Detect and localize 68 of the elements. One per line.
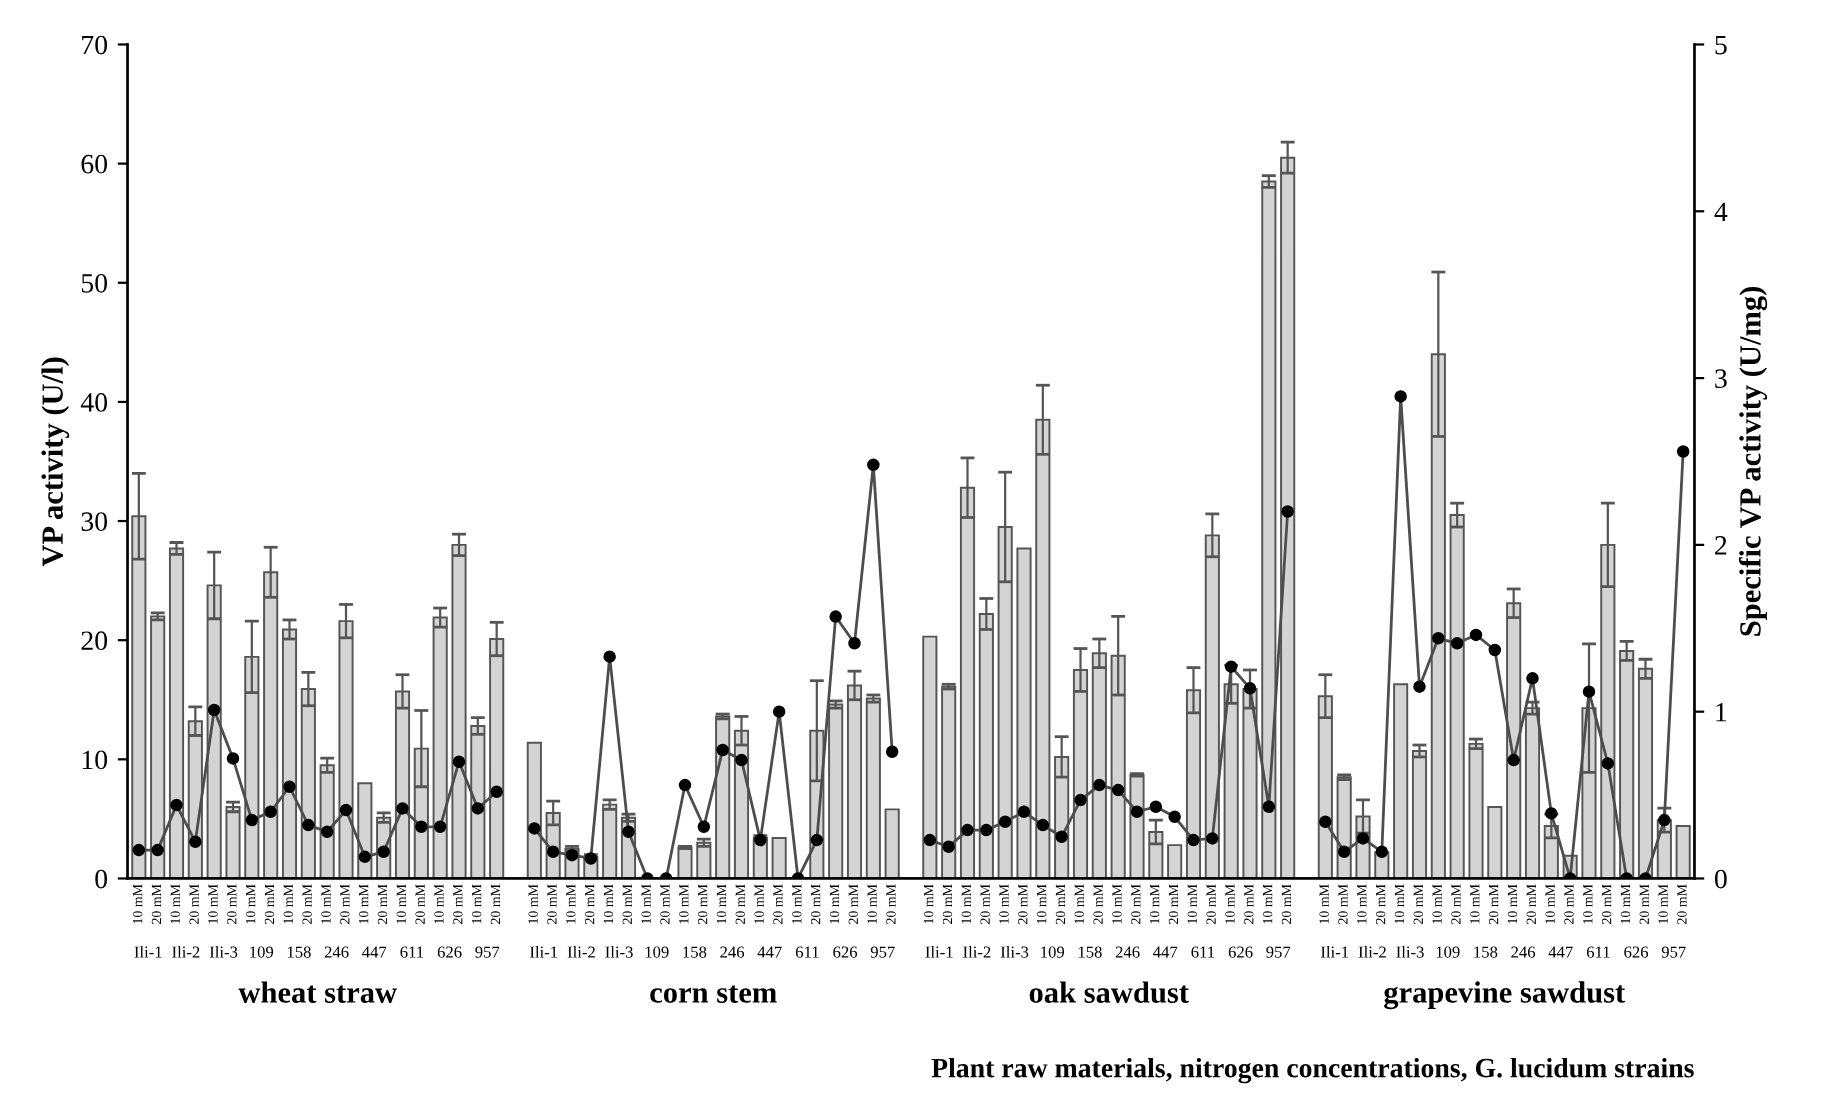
- text: Ili-3: [605, 945, 633, 958]
- text: 447: [362, 946, 387, 958]
- text: 109: [1041, 946, 1065, 958]
- text: 158: [1078, 946, 1102, 958]
- x-axis-title: Plant raw materials, nitrogen concentrations, G. lucidum strains: [931, 1057, 1694, 1084]
- text: 109: [250, 946, 274, 958]
- text: Ili-1: [530, 945, 558, 958]
- text: wheat straw: [238, 981, 397, 1003]
- text: corn stem: [650, 985, 777, 1003]
- text: 109: [1436, 946, 1460, 958]
- text: Ili-1: [134, 945, 162, 958]
- text: 109: [645, 946, 669, 958]
- y-axis-title: VP activity (U/l): [41, 357, 70, 567]
- text: 626: [833, 946, 858, 958]
- text: 957: [1661, 946, 1686, 958]
- y2-tick-label: 4: [1714, 202, 1728, 221]
- text: 246: [1511, 946, 1536, 958]
- y2-axis-title: Specific VP activity (U/mg): [1738, 287, 1768, 636]
- text: Ili-1: [1321, 945, 1349, 958]
- text: 957: [1266, 946, 1291, 958]
- text: 447: [1153, 946, 1178, 958]
- bar: [1411, 750, 1428, 879]
- text: Ili-1: [925, 945, 953, 958]
- bar: [602, 803, 618, 879]
- bar: [1167, 844, 1183, 879]
- text: 611: [1191, 946, 1215, 958]
- text: 626: [1624, 946, 1649, 958]
- bar: [771, 837, 787, 879]
- y2-tick-label: 1: [1716, 702, 1727, 722]
- bar: [865, 697, 881, 879]
- text: Ili-3: [1000, 945, 1029, 958]
- text: 158: [683, 946, 707, 958]
- text: 611: [400, 946, 424, 958]
- text: oak sawdust: [1029, 981, 1189, 1003]
- text: 158: [287, 946, 311, 958]
- text: 957: [475, 946, 500, 958]
- y2-tick-label: 2: [1715, 536, 1727, 555]
- y-tick-label: 40: [80, 393, 108, 412]
- text: grapevine sawdust: [1384, 981, 1626, 1010]
- y-tick-label: 70: [82, 35, 108, 55]
- y-tick-label: 20: [81, 631, 108, 651]
- y2-tick-label: 3: [1715, 369, 1727, 388]
- y-tick-label: 30: [81, 512, 108, 531]
- text: 246: [324, 946, 349, 958]
- text: Ili-2: [963, 945, 991, 958]
- y-tick-label: 10: [82, 750, 108, 770]
- text: Ili-2: [567, 945, 595, 958]
- text: 611: [795, 946, 819, 958]
- text: Ili-2: [172, 945, 200, 958]
- y-tick-label: 0: [95, 869, 108, 889]
- bar: [884, 808, 900, 879]
- text: 611: [1586, 946, 1610, 958]
- text: 246: [1115, 946, 1140, 958]
- y2-tick-label: 5: [1715, 35, 1727, 55]
- y2-tick-label: 0: [1714, 869, 1727, 889]
- text: 626: [437, 946, 462, 958]
- text: 447: [757, 946, 782, 958]
- text: Ili-3: [209, 945, 238, 958]
- text: 158: [1474, 946, 1498, 958]
- text: 246: [720, 946, 745, 958]
- y-tick-label: 50: [81, 273, 108, 293]
- text: 626: [1228, 946, 1253, 958]
- text: 447: [1548, 946, 1573, 958]
- text: Ili-3: [1396, 945, 1424, 958]
- text: 957: [870, 946, 895, 958]
- text: Ili-2: [1358, 945, 1386, 958]
- bar: [1675, 825, 1691, 879]
- y-tick-label: 60: [81, 154, 108, 174]
